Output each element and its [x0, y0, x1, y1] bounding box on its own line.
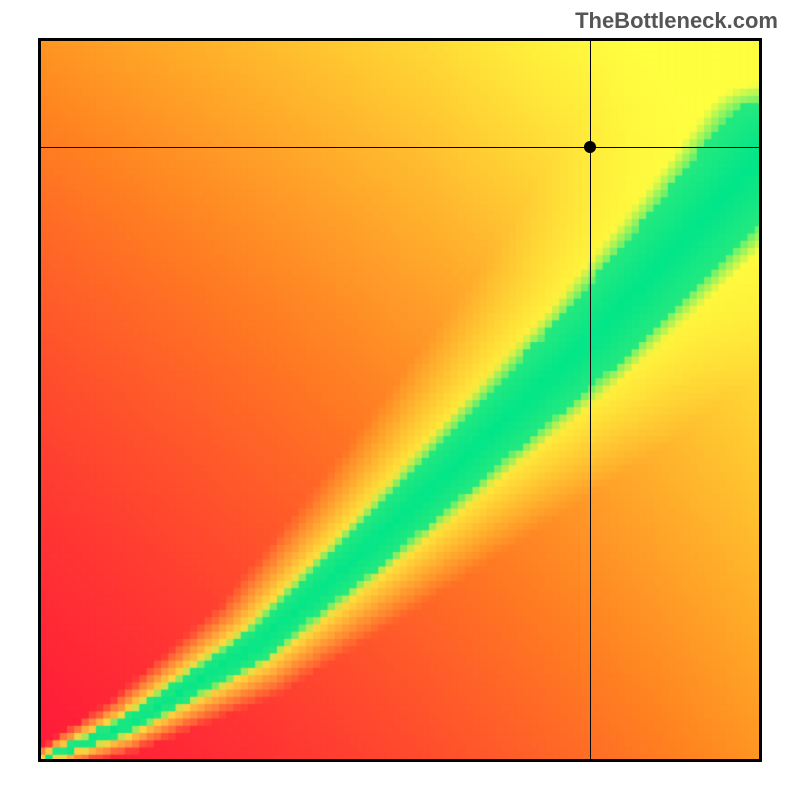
chart-container: TheBottleneck.com [0, 0, 800, 800]
watermark-text: TheBottleneck.com [575, 8, 778, 34]
plot-frame [38, 38, 762, 762]
